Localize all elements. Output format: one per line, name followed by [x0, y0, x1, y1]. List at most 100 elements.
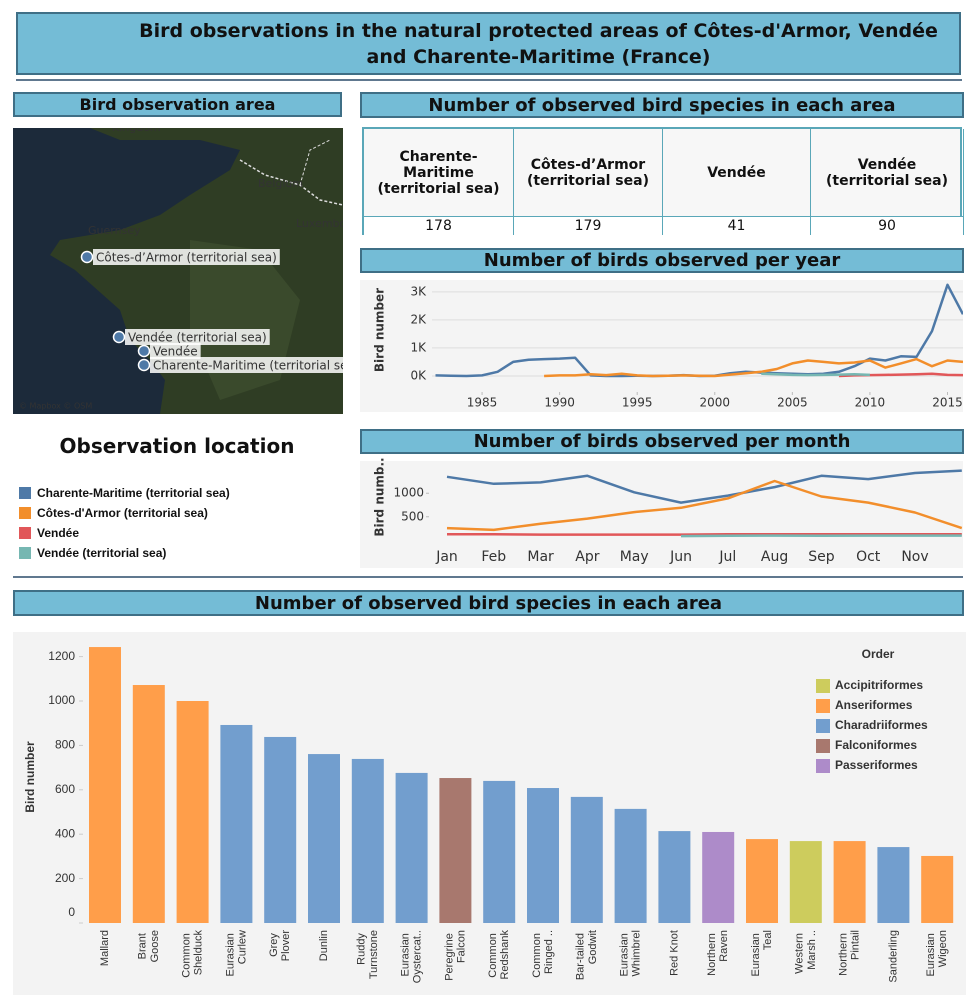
x-tick-label: Aug — [761, 549, 788, 565]
bar — [527, 788, 559, 923]
y-tick-label: 3K — [410, 284, 427, 298]
x-tick-label: Peregrine Falcon — [443, 930, 467, 981]
species-table: Charente-Maritime (territorial sea) Côtes… — [362, 127, 964, 235]
x-tick-label-line: Northern — [706, 930, 718, 976]
x-tick-label-line: Marsh .. — [806, 930, 818, 970]
x-tick-label-line: Peregrine — [443, 930, 455, 981]
x-tick-label-line: Brant — [137, 930, 149, 959]
legend-swatch — [19, 527, 31, 539]
y-tick-label: 500 — [401, 509, 424, 523]
x-tick-label-line: Ringed .. — [543, 930, 555, 974]
x-tick-label: Common Redshank — [487, 930, 511, 980]
bar — [395, 772, 428, 923]
x-tick-label: Northern Pintail — [837, 930, 861, 976]
x-tick-label: Jun — [669, 549, 692, 565]
legend-label: Accipitriformes — [835, 678, 923, 692]
x-tick-label: 1985 — [467, 396, 498, 410]
x-tick-label-line: Bar-tailed — [575, 930, 587, 980]
x-tick-label: Sanderling — [887, 930, 899, 983]
map-label-bg — [93, 249, 280, 265]
x-tick-label-line: Whimbrel — [631, 930, 643, 976]
bar — [351, 758, 384, 923]
chart-title: Number of birds observed per year — [360, 248, 964, 273]
legend-item: Vendée (territorial sea) — [19, 546, 166, 560]
x-tick-label: Eurasian Wigeon — [925, 930, 949, 976]
bar — [789, 841, 822, 923]
legend-label: Vendée (territorial sea) — [37, 546, 167, 560]
x-tick-label: Feb — [481, 549, 506, 565]
x-tick-label-line: Curlew — [236, 930, 248, 964]
x-tick-label: Common Ringed .. — [531, 930, 555, 978]
x-tick-label: 2010 — [855, 396, 886, 410]
x-tick-label: Eurasian Teal — [750, 930, 774, 976]
x-tick-label-line: Eurasian — [750, 930, 762, 976]
x-tick-label-line: Raven — [718, 930, 730, 962]
x-tick-label-line: Redshank — [499, 930, 511, 980]
chart-title: Number of observed bird species in each … — [13, 590, 964, 616]
bar — [614, 808, 647, 923]
series-line — [544, 357, 963, 378]
x-tick-label: Grey Plover — [268, 930, 292, 962]
map-point — [112, 330, 126, 344]
legend-item: Charente-Maritime (territorial sea) — [19, 486, 230, 500]
bar — [658, 831, 691, 923]
bar — [308, 754, 340, 923]
x-tick-label: Red Knot — [668, 930, 680, 976]
legend-swatch — [816, 679, 830, 693]
map: Kingdom Belgium Guernsey Luxembourg Côtes-d’… — [13, 121, 365, 414]
legend-swatch — [816, 719, 830, 733]
legend-swatch — [19, 487, 31, 499]
table-header: Vendée — [663, 129, 811, 217]
x-tick-label: Eurasian Whimbrel — [618, 930, 642, 976]
bar — [483, 780, 516, 923]
y-tick-label: 400 — [55, 826, 75, 840]
x-tick-label-line: Eurasian — [224, 930, 236, 976]
x-tick-label-line: Eurasian — [925, 930, 937, 976]
series-line — [761, 372, 870, 377]
table-header: Côtes-d’Armor (territorial sea) — [514, 129, 663, 217]
y-tick-label: 0 — [68, 905, 75, 919]
bar — [746, 839, 778, 923]
bar — [877, 847, 910, 923]
series-line — [446, 479, 963, 532]
x-tick-label-line: Common — [180, 930, 192, 978]
x-tick-label: Common Shelduck — [180, 930, 204, 978]
map-place-label: Luxembourg — [296, 217, 365, 230]
header-title: Bird observations in the natural protect… — [16, 12, 961, 75]
map-point — [137, 344, 151, 358]
x-tick-label-line: Eurasian — [618, 930, 630, 976]
legend-swatch — [19, 547, 31, 559]
x-tick-label: Oct — [856, 549, 881, 565]
map-point-label: Vendée (territorial sea) — [128, 331, 267, 345]
bar — [833, 841, 866, 923]
table-value: 90 — [811, 217, 964, 235]
x-tick-label: 1990 — [544, 396, 575, 410]
legend-label: Vendée — [37, 526, 80, 540]
x-tick-label-line: Goose — [149, 930, 161, 962]
map-point-label: Côtes-d’Armor (territorial sea) — [96, 251, 277, 265]
x-tick-label: 2000 — [699, 396, 730, 410]
series-line — [446, 469, 962, 504]
x-tick-label: Apr — [575, 549, 599, 565]
map-label-bg — [125, 329, 270, 345]
map-attribution: © Mapbox © OSM — [19, 402, 92, 411]
bar — [921, 855, 954, 923]
map-title: Bird observation area — [13, 92, 342, 117]
chart-bg — [360, 280, 963, 412]
x-tick-label: Eurasian Curlew — [224, 930, 248, 977]
x-tick-label: Jul — [718, 549, 736, 565]
x-tick-label: Mar — [527, 549, 554, 565]
y-tick-label: 1K — [410, 340, 427, 354]
x-tick-label: 2015 — [932, 396, 963, 410]
legend-label: Charente-Maritime (territorial sea) — [37, 486, 230, 500]
table-value: 41 — [663, 217, 811, 235]
y-axis-label: Bird numb.. — [373, 457, 387, 536]
x-tick-label-line: Oystercat.. — [412, 930, 424, 983]
x-tick-label: Ruddy Turnstone — [356, 930, 380, 979]
map-place-label: Kingdom — [112, 121, 161, 134]
bar — [220, 724, 253, 923]
legend-item: Vendée — [19, 526, 79, 540]
x-tick-label: Bar-tailed Godwit — [575, 930, 599, 980]
